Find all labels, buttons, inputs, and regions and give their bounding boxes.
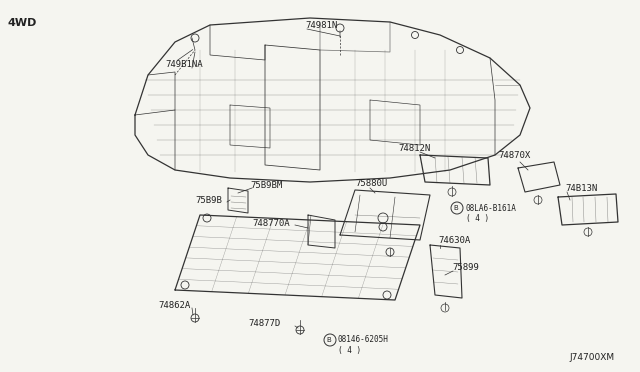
- Text: B: B: [326, 337, 332, 343]
- Text: 749B1NA: 749B1NA: [165, 60, 203, 68]
- Text: 74630A: 74630A: [438, 235, 470, 244]
- Text: 74981N: 74981N: [305, 20, 337, 29]
- Text: 08LA6-B161A: 08LA6-B161A: [466, 203, 517, 212]
- Text: 74862A: 74862A: [158, 301, 190, 310]
- Text: 08146-6205H: 08146-6205H: [338, 336, 389, 344]
- Text: 74870X: 74870X: [498, 151, 531, 160]
- Text: 75B9B: 75B9B: [195, 196, 222, 205]
- Text: J74700XM: J74700XM: [570, 353, 615, 362]
- Text: 75899: 75899: [452, 263, 479, 273]
- Text: 748770A: 748770A: [252, 218, 290, 228]
- Text: ( 4 ): ( 4 ): [338, 346, 361, 355]
- Text: 75B9BM: 75B9BM: [250, 180, 282, 189]
- Text: 4WD: 4WD: [8, 18, 37, 28]
- Text: 74877D: 74877D: [248, 318, 280, 327]
- Text: 74812N: 74812N: [398, 144, 430, 153]
- Text: B: B: [454, 205, 458, 211]
- Text: ( 4 ): ( 4 ): [466, 214, 489, 222]
- Text: 75880U: 75880U: [355, 179, 387, 187]
- Text: 74B13N: 74B13N: [565, 183, 597, 192]
